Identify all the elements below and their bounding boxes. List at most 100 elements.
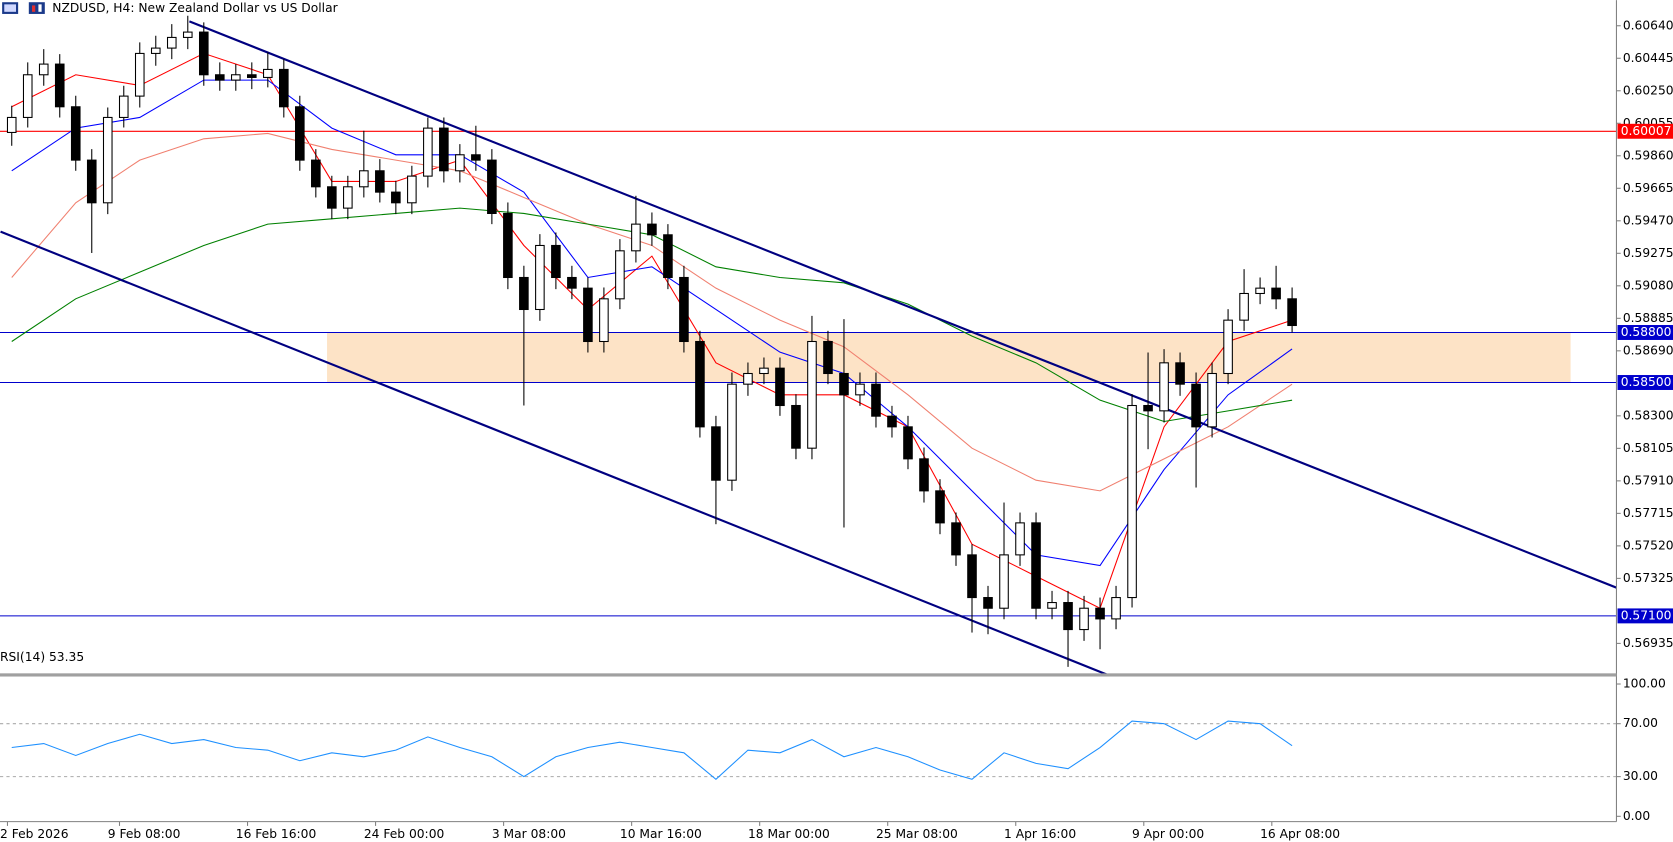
candle-body [263, 68, 273, 78]
y-tick-label: 0.56935 [1623, 636, 1673, 650]
candle-body [823, 340, 833, 375]
candle-body [150, 47, 161, 54]
y-tick-label: 0.59860 [1623, 148, 1673, 162]
candle-body [311, 159, 321, 188]
x-tick-label: 25 Mar 08:00 [876, 827, 958, 841]
candle-body [1111, 597, 1121, 620]
rsi-tick-label: 0.00 [1623, 809, 1650, 823]
y-tick-label: 0.59080 [1623, 278, 1673, 292]
candle-body [631, 223, 641, 252]
x-tick-label: 9 Feb 08:00 [108, 827, 181, 841]
candle-body [198, 31, 209, 76]
candle-body [535, 244, 545, 311]
candle-body [1015, 522, 1025, 556]
candle-body [967, 554, 977, 599]
support-zone [327, 332, 1571, 383]
candle-body [583, 287, 593, 343]
x-tick-label: 10 Mar 16:00 [620, 827, 702, 841]
candle-body [439, 127, 449, 172]
x-tick-label: 1 Apr 16:00 [1004, 827, 1076, 841]
y-tick-label: 0.58105 [1623, 441, 1673, 455]
y-tick-label: 0.59275 [1623, 246, 1673, 260]
candle-body [327, 186, 337, 209]
y-tick-label: 0.57520 [1623, 538, 1673, 552]
candle-body [871, 383, 881, 417]
candle-body [599, 298, 609, 343]
candle-body [166, 36, 177, 49]
candle-body [54, 63, 65, 108]
y-tick-label: 0.59665 [1623, 181, 1673, 195]
candle-body [903, 426, 913, 460]
chart-title: NZDUSD, H4: New Zealand Dollar vs US Dol… [52, 1, 338, 15]
candle-body [214, 74, 225, 81]
candle-body [391, 191, 401, 204]
trendline [188, 20, 1617, 589]
candle-body [1191, 383, 1201, 428]
level-label: 0.58500 [1621, 375, 1672, 389]
candle-body [647, 223, 657, 236]
candle-body [1159, 362, 1169, 412]
candle-body [1271, 287, 1281, 300]
x-tick-label: 3 Mar 08:00 [492, 827, 566, 841]
level-label-box [1617, 325, 1673, 340]
candle-body [919, 458, 929, 492]
y-tick-label: 0.60640 [1623, 18, 1673, 32]
candle-body [983, 597, 993, 609]
candle-body [6, 116, 17, 133]
candle-body [679, 276, 689, 343]
candle-body [1255, 287, 1265, 295]
candle-body [182, 31, 193, 38]
candle-body [999, 554, 1009, 609]
candle-body [663, 234, 673, 279]
x-tick-label: 16 Feb 16:00 [236, 827, 316, 841]
candle-body [1223, 319, 1233, 375]
candle-body [807, 340, 817, 449]
icon [32, 5, 36, 12]
candle-body [38, 63, 49, 76]
candle-body [1207, 372, 1217, 428]
candle-body [839, 372, 849, 396]
icon [4, 4, 17, 12]
x-tick-label: 2 Feb 2026 [0, 827, 69, 841]
candle-body [775, 367, 785, 407]
candle-body [1127, 404, 1137, 599]
candle-body [423, 127, 433, 177]
candle-body [551, 244, 561, 279]
y-tick-label: 0.58690 [1623, 343, 1673, 357]
rsi-tick-label: 100.00 [1623, 677, 1666, 691]
rsi-line [11, 720, 1293, 780]
rsi-tick-label: 30.00 [1623, 769, 1658, 783]
candle-body [615, 250, 625, 300]
candle-body [759, 367, 769, 375]
level-label-box [1617, 375, 1673, 390]
y-tick-label: 0.60445 [1623, 51, 1673, 65]
candle-body [567, 276, 577, 289]
candle-body [102, 116, 113, 204]
candle-body [951, 522, 961, 556]
candle-body [407, 175, 417, 204]
candle-body [279, 68, 289, 108]
candle-body [503, 212, 513, 279]
candle-body [855, 383, 865, 396]
level-label-box [1617, 608, 1673, 624]
candle-body [887, 415, 897, 428]
icon [28, 2, 45, 14]
candle-body [1079, 607, 1089, 631]
y-tick-label: 0.59470 [1623, 213, 1673, 227]
candle-body [711, 426, 721, 481]
candle-body [86, 159, 97, 204]
candle-body [22, 74, 33, 118]
x-tick-label: 24 Feb 00:00 [364, 827, 444, 841]
candle-body [247, 74, 257, 78]
candle-body [471, 154, 481, 161]
level-label: 0.58800 [1621, 325, 1672, 339]
rsi-tick-label: 70.00 [1623, 716, 1658, 730]
trendline [0, 230, 1107, 675]
icon [38, 4, 42, 12]
candle-body [1287, 298, 1297, 327]
candle-body [1095, 607, 1105, 620]
price-panel [0, 15, 1617, 675]
candle-body [118, 95, 129, 118]
